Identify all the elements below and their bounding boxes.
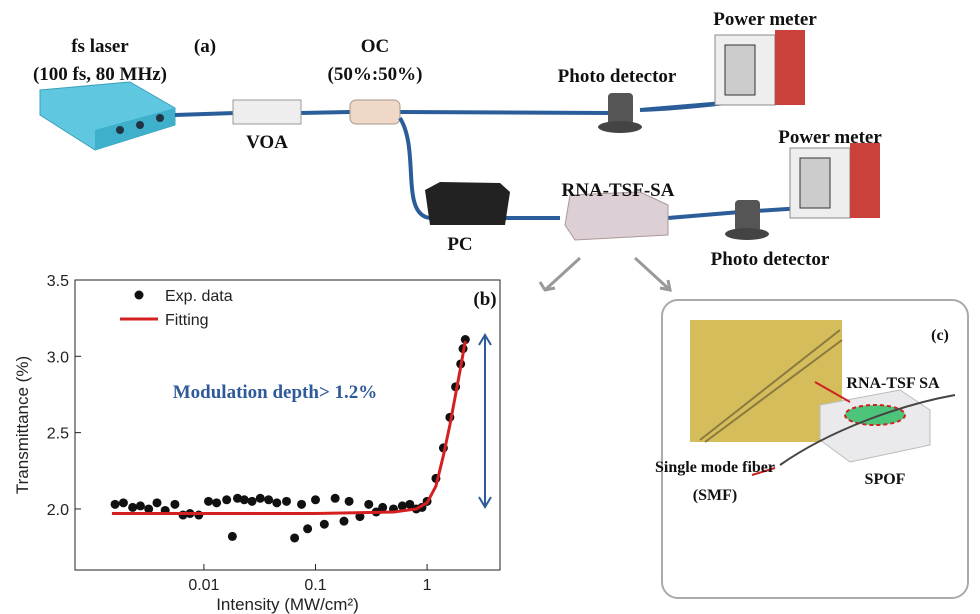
data-point bbox=[282, 497, 291, 506]
diagram-label: Power meter bbox=[713, 9, 817, 30]
diagram-label: Power meter bbox=[778, 127, 882, 148]
diagram-label: (a) bbox=[194, 36, 216, 57]
data-point bbox=[311, 495, 320, 504]
x-tick-label: 0.01 bbox=[188, 577, 219, 594]
data-point bbox=[204, 497, 213, 506]
y-tick-label: 2.0 bbox=[47, 502, 69, 519]
data-point bbox=[256, 494, 265, 503]
data-point bbox=[303, 524, 312, 533]
diagram-label: PC bbox=[447, 234, 472, 255]
y-tick-label: 2.5 bbox=[47, 426, 69, 443]
diagram-label: Single mode fiber bbox=[655, 459, 775, 476]
data-point bbox=[248, 497, 257, 506]
diagram-label: Photo detector bbox=[711, 249, 830, 270]
x-axis-label: Intensity (MW/cm²) bbox=[216, 595, 359, 614]
data-point bbox=[320, 520, 329, 529]
figure: fs laser (100 fs, 80 MHz) (a) VOA OC (50%:50%… bbox=[0, 0, 980, 614]
data-point bbox=[194, 511, 203, 520]
data-point bbox=[345, 497, 354, 506]
x-tick-label: 1 bbox=[423, 577, 432, 594]
data-point bbox=[119, 498, 128, 507]
data-point bbox=[297, 500, 306, 509]
legend-label: Fitting bbox=[165, 312, 209, 329]
data-point bbox=[290, 533, 299, 542]
x-tick-label: 0.1 bbox=[304, 577, 326, 594]
data-point bbox=[222, 495, 231, 504]
fit-line bbox=[112, 341, 465, 513]
legend-label: Exp. data bbox=[165, 288, 233, 305]
data-point bbox=[212, 498, 221, 507]
y-axis-label: Transmittance (%) bbox=[13, 356, 32, 494]
diagram-label: fs laser bbox=[71, 36, 129, 57]
annotation: Modulation depth> 1.2% bbox=[173, 382, 378, 403]
data-point bbox=[152, 498, 161, 507]
panel-label: (b) bbox=[473, 289, 496, 310]
data-point bbox=[264, 495, 273, 504]
data-point bbox=[240, 495, 249, 504]
diagram-label: OC bbox=[361, 36, 390, 57]
data-point bbox=[272, 498, 281, 507]
data-point bbox=[136, 501, 145, 510]
data-point bbox=[378, 503, 387, 512]
panel-c bbox=[662, 300, 968, 598]
y-tick-label: 3.5 bbox=[47, 273, 69, 290]
data-point bbox=[331, 494, 340, 503]
data-point bbox=[128, 503, 137, 512]
data-point bbox=[170, 500, 179, 509]
legend-swatch bbox=[135, 291, 144, 300]
diagram-label: RNA-TSF SA bbox=[846, 375, 940, 392]
data-point bbox=[111, 500, 120, 509]
diagram-label: SPOF bbox=[865, 471, 906, 488]
diagram-label: (c) bbox=[931, 327, 949, 344]
y-tick-label: 3.0 bbox=[47, 349, 69, 366]
plot-frame bbox=[75, 280, 500, 570]
data-point bbox=[228, 532, 237, 541]
page: fs laser (100 fs, 80 MHz) (a) VOA OC (50%:50%… bbox=[0, 0, 980, 614]
diagram-label: RNA-TSF-SA bbox=[562, 180, 675, 201]
range-arrow bbox=[479, 335, 491, 507]
data-point bbox=[364, 500, 373, 509]
diagram-label: VOA bbox=[246, 132, 288, 153]
data-point bbox=[339, 517, 348, 526]
diagram-label: Photo detector bbox=[558, 66, 677, 87]
diagram-label: (SMF) bbox=[693, 487, 737, 504]
diagram-label: (100 fs, 80 MHz) bbox=[33, 64, 167, 85]
diagram-label: (50%:50%) bbox=[328, 64, 423, 85]
